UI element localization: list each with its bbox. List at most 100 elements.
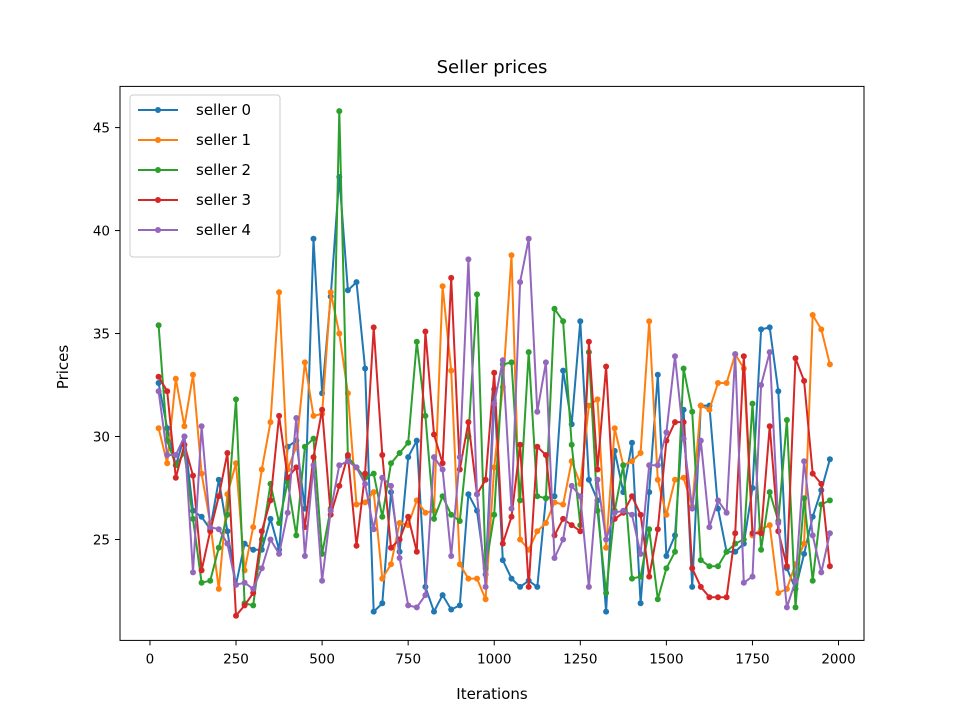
data-point [250, 524, 257, 531]
data-point [508, 513, 515, 520]
data-point [207, 528, 214, 535]
data-point [706, 563, 713, 570]
data-point [663, 511, 670, 518]
data-point [164, 460, 171, 467]
data-point [732, 530, 739, 537]
data-point [654, 462, 661, 469]
y-tick-label: 40 [93, 224, 110, 240]
data-point [181, 423, 188, 430]
data-point [207, 577, 214, 584]
data-point [585, 338, 592, 345]
data-point [250, 585, 257, 592]
data-point [525, 349, 532, 356]
data-point [792, 577, 799, 584]
x-tick-label: 750 [395, 651, 421, 667]
data-point [801, 550, 808, 557]
data-point [551, 493, 558, 500]
data-point [319, 577, 326, 584]
data-point [568, 441, 575, 448]
data-point [164, 452, 171, 458]
data-point [336, 482, 343, 489]
data-point [465, 491, 472, 498]
data-point [758, 326, 765, 333]
data-point [284, 509, 291, 516]
data-point [448, 553, 455, 559]
data-point [448, 511, 455, 518]
data-point [525, 235, 532, 242]
data-point [198, 579, 205, 586]
plot-frame [119, 85, 865, 641]
data-point [258, 466, 265, 473]
data-point [585, 402, 592, 409]
data-point [422, 509, 429, 516]
data-point [344, 287, 351, 294]
data-point [783, 417, 790, 423]
legend-label: seller 1 [196, 131, 251, 149]
data-point [215, 526, 222, 533]
data-point [809, 577, 816, 584]
data-point [534, 583, 541, 590]
data-point [362, 499, 369, 506]
data-point [818, 480, 825, 487]
data-point [663, 565, 670, 572]
data-point [465, 419, 472, 426]
data-point [672, 548, 678, 555]
data-point [250, 546, 257, 553]
data-point [336, 108, 343, 115]
x-tick-label: 0 [146, 651, 155, 667]
data-point [611, 425, 618, 432]
data-point [267, 515, 274, 522]
data-point [749, 400, 756, 407]
data-point [258, 565, 265, 572]
data-point [534, 408, 541, 415]
data-point [353, 501, 360, 508]
data-point [637, 511, 644, 518]
data-point [336, 462, 343, 469]
data-point [534, 443, 541, 450]
data-point [379, 575, 386, 582]
data-point [697, 583, 704, 590]
data-point [826, 361, 833, 368]
data-point [276, 520, 283, 526]
legend-item: seller 2 [138, 161, 251, 179]
data-point [663, 429, 670, 436]
data-point [620, 507, 627, 514]
data-point [577, 318, 584, 325]
data-point [508, 575, 515, 582]
data-point [517, 497, 524, 504]
data-point [706, 524, 713, 531]
data-point [267, 497, 274, 504]
data-point [155, 388, 162, 395]
data-point [233, 581, 239, 588]
data-point [706, 406, 713, 413]
data-point [672, 476, 678, 483]
data-point [310, 454, 317, 461]
legend-swatch-marker [155, 227, 161, 233]
data-point [766, 324, 773, 331]
data-point [680, 435, 687, 442]
data-point [826, 530, 833, 537]
data-point [224, 528, 231, 535]
data-point [190, 472, 196, 479]
data-point [396, 520, 403, 526]
data-point [508, 252, 515, 259]
data-point [370, 470, 377, 477]
data-point [482, 583, 489, 590]
data-point [181, 433, 188, 440]
data-point [405, 602, 412, 609]
data-point [758, 530, 765, 537]
legend-swatch-marker [155, 167, 161, 173]
data-point [362, 365, 369, 372]
data-point [198, 423, 205, 430]
data-point [826, 563, 833, 570]
data-point [758, 546, 765, 553]
legend-swatch-marker [155, 107, 161, 113]
data-point [568, 522, 575, 529]
y-axis-title: Prices [54, 345, 72, 390]
data-point [672, 419, 678, 426]
data-point [646, 526, 653, 533]
data-point [405, 513, 412, 520]
data-point [629, 458, 635, 465]
data-point [499, 557, 506, 564]
